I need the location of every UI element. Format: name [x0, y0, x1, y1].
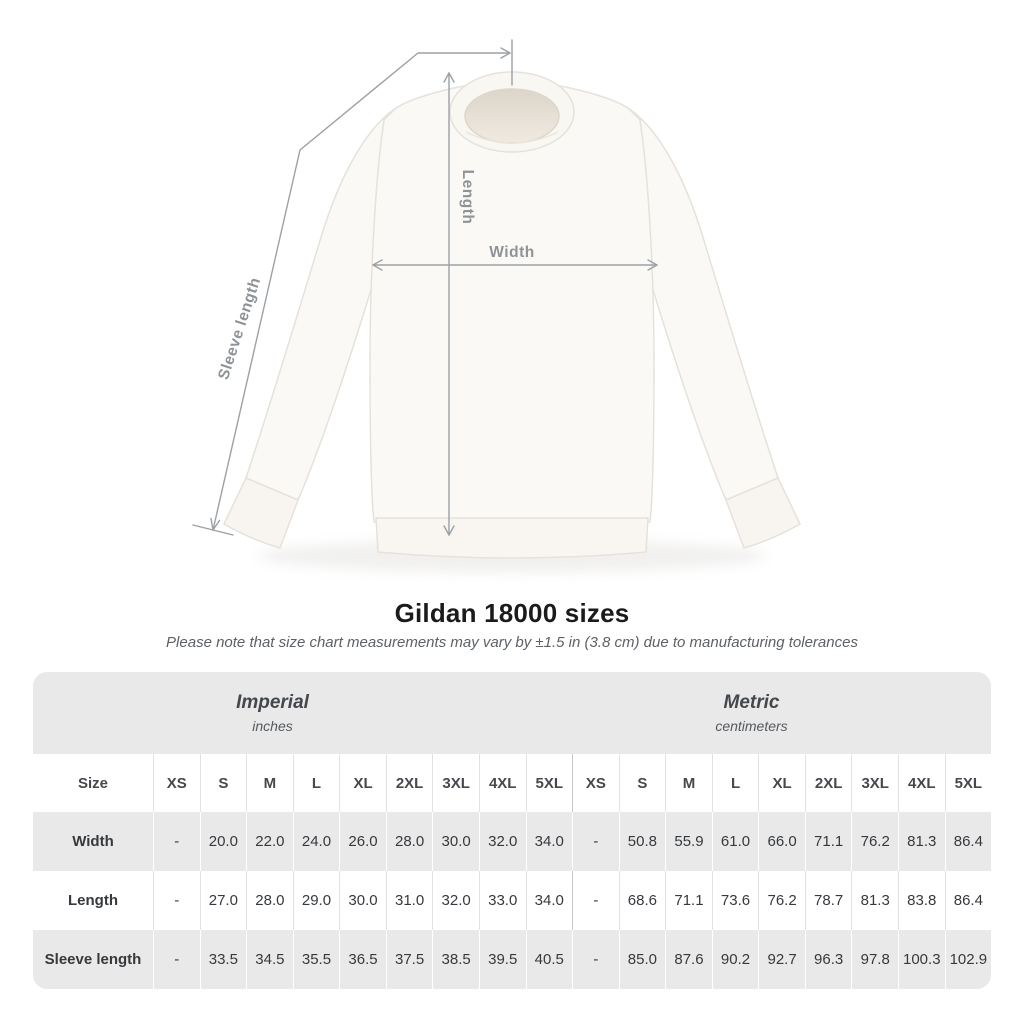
- size-header-imperial: 3XL: [432, 754, 479, 812]
- page-title: Gildan 18000 sizes: [394, 598, 630, 628]
- value-cell-imperial: 20.0: [199, 812, 247, 871]
- value-cell-metric: -: [572, 930, 619, 989]
- value-cell-metric: 97.8: [851, 930, 898, 989]
- value-cell-imperial: 28.0: [246, 871, 293, 930]
- value-cell-imperial: 38.5: [432, 930, 479, 989]
- value-cell-imperial: 26.0: [339, 812, 386, 871]
- value-cell-imperial: 29.0: [292, 871, 340, 930]
- size-header-imperial: 4XL: [478, 754, 526, 812]
- unit-band: Imperial inches Metric centimeters: [33, 672, 991, 754]
- value-cell-metric: 78.7: [804, 871, 852, 930]
- value-cell-metric: 100.3: [898, 930, 945, 989]
- value-cell-imperial: 34.0: [525, 812, 573, 871]
- value-cell-metric: 55.9: [665, 812, 712, 871]
- value-cell-imperial: 28.0: [385, 812, 433, 871]
- value-cell-metric: 71.1: [665, 871, 712, 930]
- length-label: Length: [459, 170, 476, 225]
- value-cell-imperial: 37.5: [385, 930, 433, 989]
- sweatshirt-photo: Width Length Sleeve length: [192, 39, 801, 572]
- value-cell-imperial: 34.0: [525, 871, 573, 930]
- value-cell-imperial: -: [153, 871, 200, 930]
- value-cell-metric: 76.2: [851, 812, 898, 871]
- size-header-metric: 4XL: [898, 754, 945, 812]
- value-cell-imperial: 35.5: [292, 930, 340, 989]
- size-header-metric: 3XL: [851, 754, 898, 812]
- value-cell-metric: 85.0: [618, 930, 666, 989]
- metric-title: Metric: [723, 692, 780, 713]
- value-cell-imperial: -: [153, 812, 200, 871]
- sweatshirt-garment: [223, 71, 801, 559]
- value-cell-metric: 76.2: [758, 871, 805, 930]
- value-cell-metric: 71.1: [804, 812, 852, 871]
- value-cell-imperial: 40.5: [525, 930, 573, 989]
- size-header-imperial: XS: [153, 754, 200, 812]
- value-cell-metric: 102.9: [944, 930, 992, 989]
- value-cell-metric: 87.6: [665, 930, 712, 989]
- size-header-imperial: 2XL: [385, 754, 433, 812]
- value-cell-imperial: 36.5: [339, 930, 386, 989]
- value-cell-metric: 66.0: [758, 812, 805, 871]
- size-header-imperial: XL: [339, 754, 386, 812]
- value-cell-imperial: 33.0: [478, 871, 526, 930]
- imperial-band: Imperial inches: [33, 672, 512, 754]
- value-cell-metric: 83.8: [898, 871, 945, 930]
- value-cell-metric: 61.0: [711, 812, 759, 871]
- row-label: Length: [68, 892, 118, 909]
- size-header-imperial: S: [199, 754, 247, 812]
- value-cell-imperial: 22.0: [246, 812, 293, 871]
- value-cell-metric: 73.6: [711, 871, 759, 930]
- value-cell-metric: -: [572, 871, 619, 930]
- value-cell-imperial: 24.0: [292, 812, 340, 871]
- size-table: Imperial inches Metric centimeters Size X…: [33, 672, 991, 989]
- value-cell-imperial: 31.0: [385, 871, 433, 930]
- size-header-imperial: L: [292, 754, 340, 812]
- value-cell-metric: 81.3: [898, 812, 945, 871]
- sleeve-length-label: Sleeve length: [215, 275, 264, 381]
- row-label: Sleeve length: [44, 951, 142, 968]
- value-cell-metric: 81.3: [851, 871, 898, 930]
- tolerance-note: Please note that size chart measurements…: [166, 634, 858, 651]
- value-cell-metric: 92.7: [758, 930, 805, 989]
- metric-unit: centimeters: [715, 718, 788, 734]
- size-header-metric: 2XL: [804, 754, 852, 812]
- value-cell-metric: 50.8: [618, 812, 666, 871]
- metric-band: Metric centimeters: [512, 672, 991, 754]
- value-cell-metric: 96.3: [804, 930, 852, 989]
- value-cell-metric: 86.4: [944, 812, 992, 871]
- value-cell-imperial: 34.5: [246, 930, 293, 989]
- value-cell-imperial: -: [153, 930, 200, 989]
- value-cell-imperial: 27.0: [199, 871, 247, 930]
- size-header-metric: XL: [758, 754, 805, 812]
- width-label: Width: [489, 244, 534, 261]
- value-cell-imperial: 30.0: [339, 871, 386, 930]
- size-header-metric: L: [711, 754, 759, 812]
- value-cell-metric: 90.2: [711, 930, 759, 989]
- size-header-imperial: 5XL: [525, 754, 573, 812]
- value-cell-imperial: 32.0: [478, 812, 526, 871]
- imperial-unit: inches: [252, 718, 293, 734]
- measurement-row: Width -20.0 22.0 24.0 26.0 28.0 30.0 32.0 34.0-5…: [33, 812, 991, 871]
- size-column-header: Size: [77, 774, 108, 792]
- size-header-metric: 5XL: [944, 754, 992, 812]
- size-table-body: Size XS S M L XL 2XL 3XL 4XL 5XL XS S M L XL 2XL 3XL 4XL 5…: [33, 754, 991, 989]
- value-cell-metric: 86.4: [944, 871, 992, 930]
- measurement-row: Sleeve length -33.5 34.5 35.5 36.5 37.5 38.5 39…: [33, 930, 991, 989]
- value-cell-metric: -: [572, 812, 619, 871]
- imperial-title: Imperial: [236, 692, 309, 713]
- value-cell-imperial: 32.0: [432, 871, 479, 930]
- measurement-row: Length -27.0 28.0 29.0 30.0 31.0 32.0 33.0 34.0-…: [33, 871, 991, 930]
- size-header-metric: XS: [572, 754, 619, 812]
- size-header-row: Size XS S M L XL 2XL 3XL 4XL 5XL XS S M L XL 2XL 3XL 4XL 5…: [33, 754, 991, 812]
- size-header-metric: M: [665, 754, 712, 812]
- value-cell-imperial: 33.5: [199, 930, 247, 989]
- size-header-imperial: M: [246, 754, 293, 812]
- sleeve-length-line: [212, 52, 511, 531]
- value-cell-imperial: 39.5: [478, 930, 526, 989]
- row-label: Width: [72, 833, 114, 850]
- value-cell-metric: 68.6: [618, 871, 666, 930]
- size-header-metric: S: [618, 754, 666, 812]
- measurement-lines: [192, 39, 658, 536]
- value-cell-imperial: 30.0: [432, 812, 479, 871]
